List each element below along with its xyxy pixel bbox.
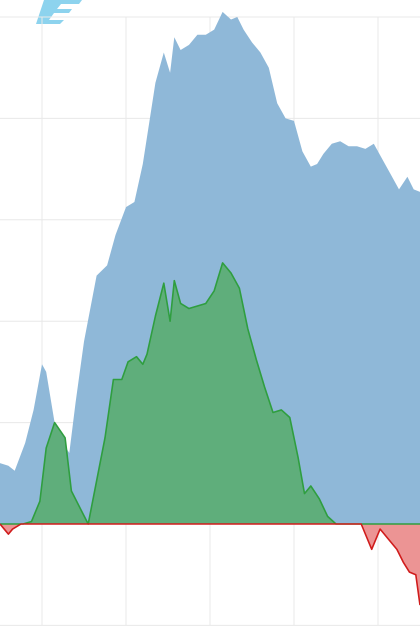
brand-logo-icon: [0, 0, 90, 31]
series-1-area: [0, 11, 420, 525]
series-3-line: [0, 523, 420, 606]
series-2-line: [0, 262, 420, 525]
series-2-area: [0, 262, 420, 524]
